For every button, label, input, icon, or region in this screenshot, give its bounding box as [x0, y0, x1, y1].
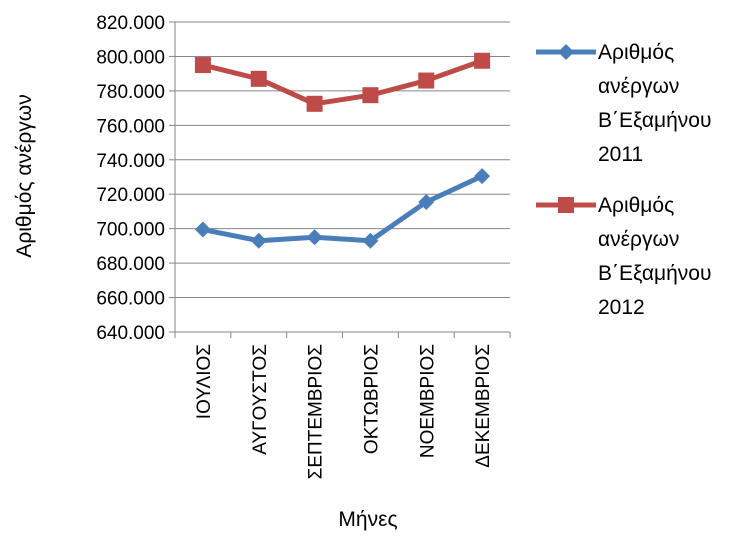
data-point	[250, 70, 267, 87]
x-tick-label: ΑΥΓΟΥΣΤΟΣ	[250, 344, 271, 455]
data-point	[418, 193, 435, 210]
data-point	[474, 52, 491, 69]
y-tick-label: 640.000	[96, 323, 165, 344]
y-tick-label: 660.000	[96, 289, 165, 310]
data-point	[306, 95, 323, 112]
data-point	[306, 229, 323, 246]
x-tick-labels: ΙΟΥΛΙΟΣ ΑΥΓΟΥΣΤΟΣ ΣΕΠΤΕΜΒΡΙΟΣ ΟΚΤΩΒΡΙΟΣ ΝΟΕΜ…	[194, 344, 494, 479]
data-point	[250, 232, 267, 249]
data-point	[418, 72, 435, 89]
data-point	[362, 232, 379, 249]
legend-label-line: 2011	[598, 143, 643, 166]
x-tick-label: ΔΕΚΕΜΒΡΙΟΣ	[473, 344, 494, 468]
y-tick-label: 740.000	[96, 151, 165, 172]
legend-label-line: 2012	[598, 296, 645, 319]
x-axis-title: Μήνες	[338, 508, 397, 531]
x-tick-label: ΣΕΠΤΕΜΒΡΙΟΣ	[306, 344, 327, 479]
y-tick-label: 760.000	[96, 116, 165, 137]
data-point	[362, 87, 379, 104]
legend-label-line: Αριθμός	[598, 41, 674, 64]
legend-entry-2: Αριθμός ανέργων Β΄Εξαμήνου 2012	[536, 194, 711, 319]
y-tick-labels: 640.000 660.000 680.000 700.000 720.000 740.0…	[96, 13, 165, 344]
series-group	[194, 52, 491, 249]
series-1	[194, 168, 491, 249]
y-tick-label: 700.000	[96, 220, 165, 241]
gridlines	[175, 21, 510, 333]
diamond-marker-icon	[558, 44, 574, 60]
axes	[169, 21, 511, 338]
series-line	[202, 173, 484, 244]
y-tick-label: 800.000	[96, 47, 165, 68]
data-point	[194, 57, 211, 74]
y-tick-label: 820.000	[96, 13, 165, 34]
legend-label-line: ανέργων	[598, 228, 679, 251]
y-tick-label: 720.000	[96, 185, 165, 206]
legend-label-line: ανέργων	[598, 75, 679, 98]
legend-label-line: Αριθμός	[598, 194, 674, 217]
x-tick-label: ΙΟΥΛΙΟΣ	[194, 344, 215, 419]
y-tick-label: 680.000	[96, 254, 165, 275]
series-line	[202, 58, 483, 107]
series-2	[194, 52, 491, 112]
legend-entry-1: Αριθμός ανέργων Β΄Εξαμήνου 2011	[536, 41, 711, 166]
data-point	[194, 221, 211, 238]
legend-label-line: Β΄Εξαμήνου	[598, 109, 711, 132]
y-axis-title: Αριθμός ανέργων	[13, 94, 36, 257]
x-tick-label: ΟΚΤΩΒΡΙΟΣ	[361, 344, 382, 454]
x-tick-label: ΝΟΕΜΒΡΙΟΣ	[417, 344, 438, 458]
square-marker-icon	[558, 197, 574, 213]
legend: Αριθμός ανέργων Β΄Εξαμήνου 2011 Αριθμός ανέργ…	[536, 41, 711, 319]
y-tick-label: 780.000	[96, 82, 165, 103]
legend-label-line: Β΄Εξαμήνου	[598, 262, 711, 285]
data-point	[474, 168, 491, 185]
